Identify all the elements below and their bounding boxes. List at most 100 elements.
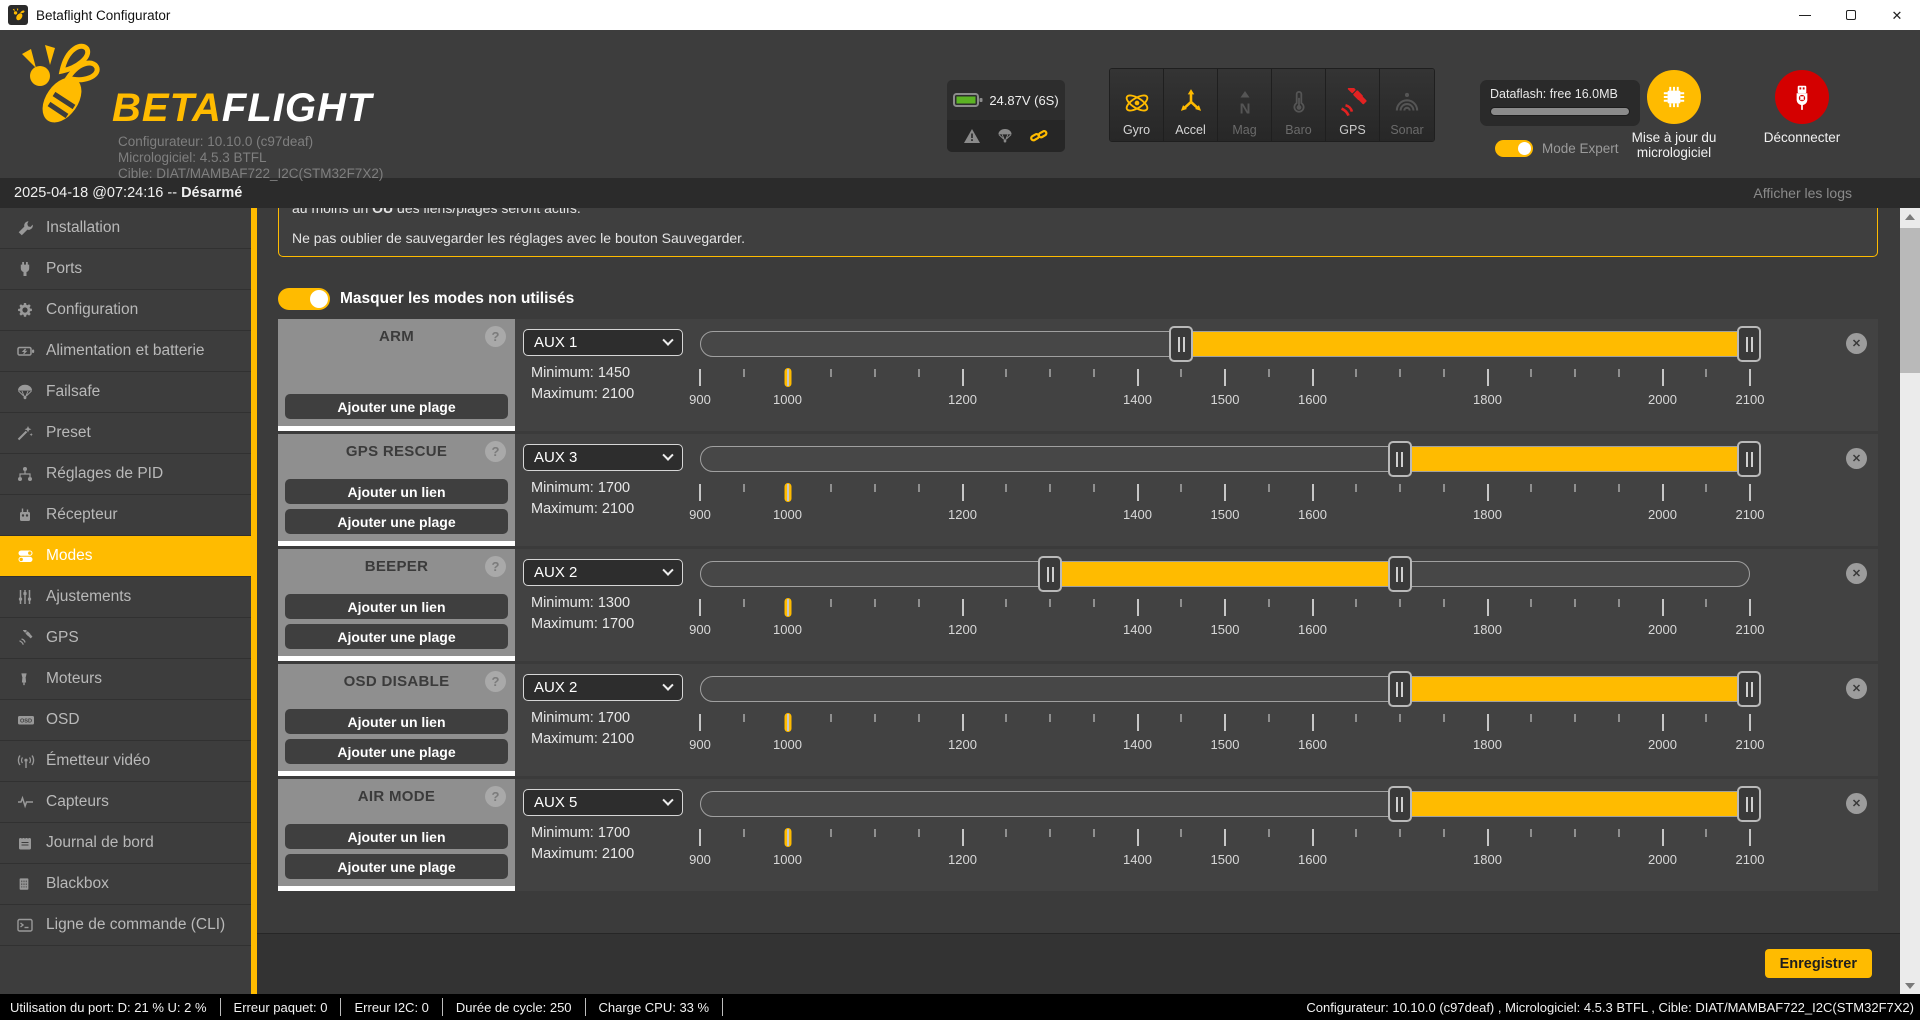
sidebar-item-r-cepteur[interactable]: Récepteur xyxy=(0,495,251,536)
scale-tick xyxy=(699,829,701,846)
scale-tick xyxy=(961,369,964,386)
delete-range-button[interactable]: ✕ xyxy=(1846,448,1867,469)
vertical-scrollbar[interactable] xyxy=(1900,208,1920,994)
sidebar-item-ports[interactable]: Ports xyxy=(0,249,251,290)
add-range-button[interactable]: Ajouter une plage xyxy=(285,854,508,879)
aux-channel-select[interactable]: AUX 1 xyxy=(523,329,683,356)
range-max-handle[interactable] xyxy=(1737,326,1761,362)
range-min-handle[interactable] xyxy=(1387,441,1412,477)
range-scale: 900 1000 1200 1400 1500 1600 1800 2000 2100 xyxy=(689,712,1764,764)
minimum-value: Minimum: 1450 xyxy=(531,365,631,381)
sidebar-item-label: Capteurs xyxy=(46,793,109,810)
scroll-up-arrow[interactable] xyxy=(1900,208,1920,225)
aux-channel-value: AUX 2 xyxy=(534,679,578,696)
range-max-handle[interactable] xyxy=(1737,441,1761,477)
failsafe-parachute-icon xyxy=(997,129,1013,143)
show-logs-link[interactable]: Afficher les logs xyxy=(1753,185,1852,201)
scale-tick xyxy=(699,369,701,386)
sensor-label: Mag xyxy=(1232,123,1257,137)
sidebar-item-modes[interactable]: Modes xyxy=(0,536,251,577)
scale-tick-label: 1500 xyxy=(1210,392,1240,407)
aux-channel-select[interactable]: AUX 5 xyxy=(523,789,683,816)
delete-range-button[interactable]: ✕ xyxy=(1846,793,1867,814)
scale-tick-label: 1500 xyxy=(1210,737,1240,752)
range-max-handle[interactable] xyxy=(1387,556,1412,592)
mode-row: GPS RESCUE ? Ajouter un lien Ajouter une … xyxy=(278,434,1878,546)
scale-tick xyxy=(699,599,701,616)
help-icon[interactable]: ? xyxy=(485,326,506,347)
dataflash-summary: Dataflash: free 16.0MB xyxy=(1480,80,1640,126)
sidebar-item-preset[interactable]: Preset xyxy=(0,413,251,454)
add-link-button[interactable]: Ajouter un lien xyxy=(285,709,508,734)
range-slider-track[interactable] xyxy=(700,556,1750,592)
add-range-button[interactable]: Ajouter une plage xyxy=(285,739,508,764)
scale-tick xyxy=(1092,484,1095,492)
sidebar-item-journal-de-bord[interactable]: Journal de bord xyxy=(0,823,251,864)
range-slider-track[interactable] xyxy=(700,671,1761,707)
scale-tick xyxy=(874,714,876,722)
add-link-button[interactable]: Ajouter un lien xyxy=(285,479,508,504)
close-button[interactable]: ✕ xyxy=(1891,7,1903,23)
range-min-handle[interactable] xyxy=(1038,556,1063,592)
add-link-button[interactable]: Ajouter un lien xyxy=(285,824,508,849)
add-range-button[interactable]: Ajouter une plage xyxy=(285,509,508,534)
aux-channel-select[interactable]: AUX 2 xyxy=(523,559,683,586)
sidebar-item-capteurs[interactable]: Capteurs xyxy=(0,782,251,823)
range-slider-track[interactable] xyxy=(700,441,1761,477)
hide-unused-modes-toggle[interactable] xyxy=(278,288,330,310)
sidebar-item-osd[interactable]: OSD OSD xyxy=(0,700,251,741)
aux-channel-select[interactable]: AUX 3 xyxy=(523,444,683,471)
sidebar-item-ajustements[interactable]: Ajustements xyxy=(0,577,251,618)
scale-tick xyxy=(1442,829,1445,837)
add-link-button[interactable]: Ajouter un lien xyxy=(285,594,508,619)
firmware-update-button[interactable]: Mise à jour du micrologiciel xyxy=(1614,70,1734,160)
disconnect-button[interactable]: Déconnecter xyxy=(1742,70,1862,145)
help-icon[interactable]: ? xyxy=(485,671,506,692)
scale-tick xyxy=(1311,714,1314,731)
minimize-button[interactable] xyxy=(1782,0,1828,30)
scale-tick xyxy=(1442,714,1445,722)
delete-range-button[interactable]: ✕ xyxy=(1846,563,1867,584)
sidebar-item-label: Blackbox xyxy=(46,875,109,892)
add-range-button[interactable]: Ajouter une plage xyxy=(285,624,508,649)
sidebar-item-gps[interactable]: GPS xyxy=(0,618,251,659)
sidebar-item-label: Ports xyxy=(46,260,83,277)
range-max-handle[interactable] xyxy=(1737,671,1761,707)
range-slider-track[interactable] xyxy=(700,786,1761,822)
aux-channel-select[interactable]: AUX 2 xyxy=(523,674,683,701)
minimum-value: Minimum: 1700 xyxy=(531,710,631,726)
sidebar-item-installation[interactable]: Installation xyxy=(0,208,251,249)
scale-tick xyxy=(742,369,745,377)
range-min-handle[interactable] xyxy=(1169,326,1194,362)
sidebar-item-label: Configuration xyxy=(46,301,139,318)
delete-range-button[interactable]: ✕ xyxy=(1846,678,1867,699)
sidebar-item-configuration[interactable]: Configuration xyxy=(0,290,251,331)
scale-tick xyxy=(917,714,920,722)
scroll-down-arrow[interactable] xyxy=(1900,977,1920,994)
range-min-handle[interactable] xyxy=(1387,786,1412,822)
sidebar-item-r-glages-de-pid[interactable]: Réglages de PID xyxy=(0,454,251,495)
range-slider-track[interactable] xyxy=(700,326,1761,362)
scale-tick xyxy=(1442,599,1445,607)
scale-tick xyxy=(1355,484,1358,492)
sidebar-item--metteur-vid-o[interactable]: Émetteur vidéo xyxy=(0,741,251,782)
scrollbar-thumb[interactable] xyxy=(1900,228,1920,373)
help-icon[interactable]: ? xyxy=(485,441,506,462)
add-range-button[interactable]: Ajouter une plage xyxy=(285,394,508,419)
save-button[interactable]: Enregistrer xyxy=(1764,949,1872,978)
sidebar-item-failsafe[interactable]: Failsafe xyxy=(0,372,251,413)
sidebar-item-label: Modes xyxy=(46,547,93,564)
maximize-button[interactable] xyxy=(1828,0,1874,30)
scale-tick-label: 1400 xyxy=(1123,737,1152,752)
help-icon[interactable]: ? xyxy=(485,786,506,807)
range-max-handle[interactable] xyxy=(1737,786,1761,822)
sidebar-item-alimentation-et-batterie[interactable]: Alimentation et batterie xyxy=(0,331,251,372)
scale-tick xyxy=(1224,829,1226,846)
sidebar-item-moteurs[interactable]: Moteurs xyxy=(0,659,251,700)
expert-mode-toggle[interactable] xyxy=(1495,140,1533,157)
help-icon[interactable]: ? xyxy=(485,556,506,577)
range-min-handle[interactable] xyxy=(1387,671,1412,707)
sidebar-item-blackbox[interactable]: Blackbox xyxy=(0,864,251,905)
delete-range-button[interactable]: ✕ xyxy=(1846,333,1867,354)
sidebar-item-ligne-de-commande-cli-[interactable]: Ligne de commande (CLI) xyxy=(0,905,251,946)
